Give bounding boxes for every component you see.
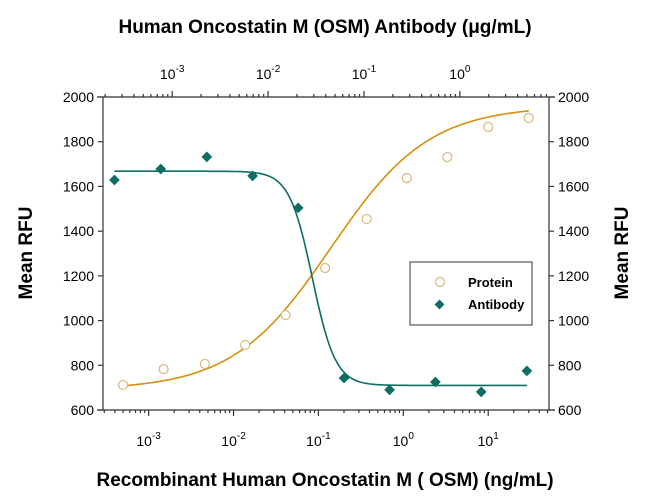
legend-protein-label: Protein xyxy=(468,275,513,290)
y-tick-label-right: 1800 xyxy=(558,134,589,150)
data-point-antibody xyxy=(430,376,441,388)
fit-curve-protein xyxy=(123,110,529,387)
data-point-protein xyxy=(240,339,251,351)
y-tick-label-left: 600 xyxy=(71,402,95,418)
x-axis-label: Recombinant Human Oncostatin M ( OSM) (n… xyxy=(96,470,553,491)
data-point-antibody xyxy=(475,386,487,398)
data-point-protein xyxy=(117,379,129,391)
y-tick-label-right: 1200 xyxy=(558,268,589,284)
data-point-protein xyxy=(320,262,331,274)
x-bottom-tick-label: 10-1 xyxy=(306,431,331,449)
data-point-antibody xyxy=(155,163,167,175)
data-point-protein xyxy=(280,309,291,321)
data-point-antibody xyxy=(247,170,258,182)
data-point-antibody xyxy=(292,202,304,214)
y-tick-label-right: 800 xyxy=(558,357,582,373)
data-point-protein xyxy=(483,121,494,133)
y-axis-label-left: Mean RFU xyxy=(16,207,37,300)
x-bottom-tick-label: 100 xyxy=(393,431,415,449)
data-point-protein xyxy=(523,112,534,124)
chart-title-top-axis: Human Oncostatin M (OSM) Antibody (μg/mL… xyxy=(118,17,531,38)
data-point-protein xyxy=(158,363,169,375)
data-point-protein xyxy=(361,213,372,225)
y-tick-label-right: 1400 xyxy=(558,223,589,239)
y-tick-label-right: 1000 xyxy=(558,313,589,329)
y-tick-label-right: 600 xyxy=(558,402,582,418)
y-tick-label-right: 1600 xyxy=(558,178,589,194)
data-point-antibody xyxy=(109,174,120,186)
data-point-antibody xyxy=(521,365,533,377)
data-point-protein xyxy=(401,173,412,184)
x-top-tick-label: 10-3 xyxy=(160,64,185,82)
legend: Protein Antibody xyxy=(409,261,533,326)
data-point-protein xyxy=(442,152,453,163)
y-tick-label-left: 800 xyxy=(71,357,95,373)
x-bottom-tick-label: 10-3 xyxy=(136,431,161,449)
x-bottom-tick-label: 10-2 xyxy=(221,431,246,449)
y-tick-label-left: 1200 xyxy=(63,268,94,284)
x-top-tick-label: 10-1 xyxy=(352,64,377,82)
legend-box xyxy=(409,261,533,326)
y-tick-label-left: 2000 xyxy=(63,89,94,105)
data-point-antibody xyxy=(201,151,213,163)
y-tick-label-left: 1600 xyxy=(63,178,94,194)
y-tick-label-left: 1000 xyxy=(63,313,94,329)
data-point-antibody xyxy=(338,372,350,384)
y-axis-label-right: Mean RFU xyxy=(612,207,633,300)
fit-curve-antibody xyxy=(114,170,527,387)
legend-antibody-label: Antibody xyxy=(468,297,525,312)
legend-protein-marker xyxy=(434,276,446,288)
data-point-antibody xyxy=(384,384,395,396)
y-tick-label-left: 1400 xyxy=(63,223,94,239)
x-top-tick-label: 10-2 xyxy=(256,64,281,82)
y-tick-label-right: 2000 xyxy=(558,89,589,105)
x-top-tick-label: 100 xyxy=(449,64,471,82)
data-point-protein xyxy=(199,358,211,370)
legend-antibody-marker xyxy=(434,299,445,310)
y-tick-label-left: 1800 xyxy=(63,134,94,150)
x-bottom-tick-label: 101 xyxy=(478,431,500,449)
